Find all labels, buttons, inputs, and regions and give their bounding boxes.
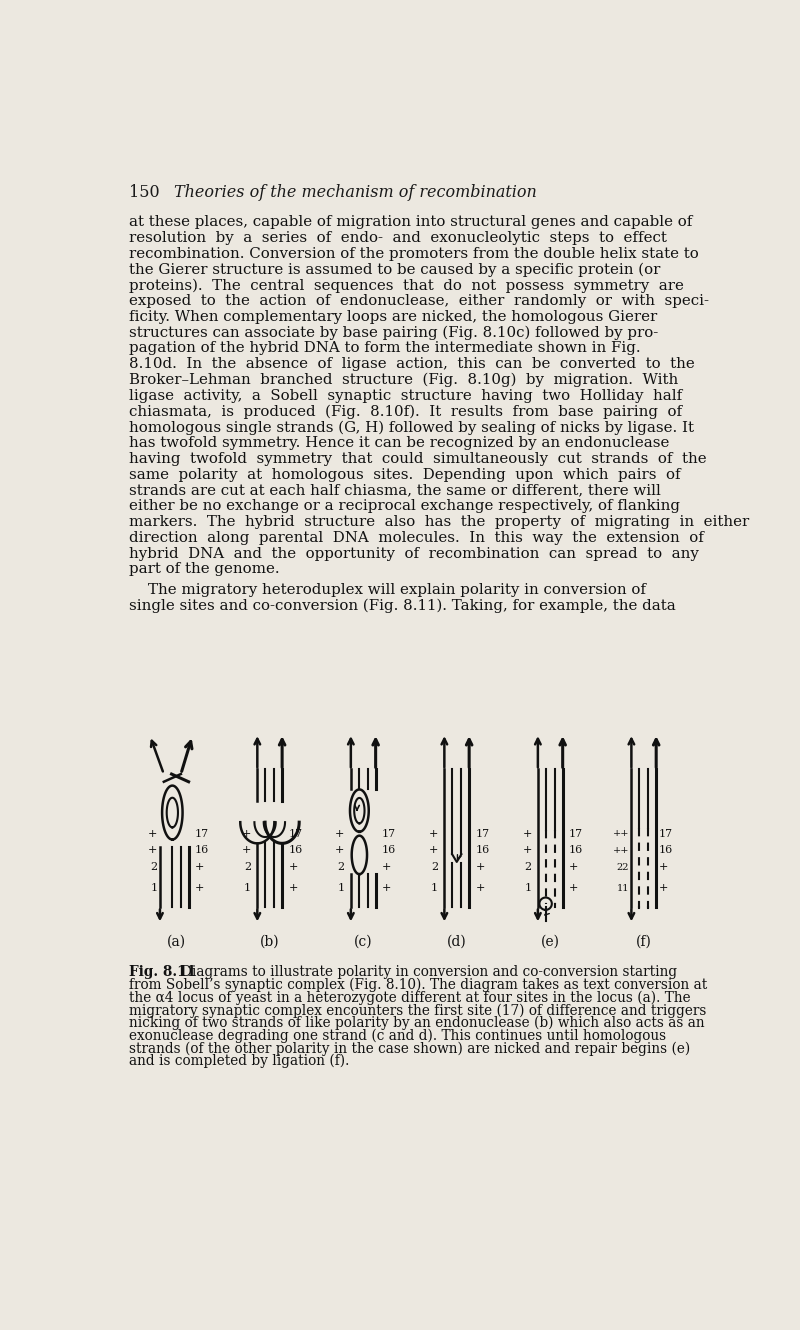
Text: (e): (e) <box>541 934 560 948</box>
Text: Broker–Lehman  branched  structure  (Fig.  8.10g)  by  migration.  With: Broker–Lehman branched structure (Fig. 8… <box>130 372 678 387</box>
Text: +: + <box>288 862 298 872</box>
Text: ligase  activity,  a  Sobell  synaptic  structure  having  two  Holliday  half: ligase activity, a Sobell synaptic struc… <box>130 388 682 403</box>
Text: +: + <box>429 829 438 839</box>
Text: has twofold symmetry. Hence it can be recognized by an endonuclease: has twofold symmetry. Hence it can be re… <box>130 436 670 450</box>
Text: at these places, capable of migration into structural genes and capable of: at these places, capable of migration in… <box>130 215 693 229</box>
Text: Fig. 8.11: Fig. 8.11 <box>130 966 197 979</box>
Text: 17: 17 <box>288 829 302 839</box>
Text: +: + <box>242 829 251 839</box>
Text: pagation of the hybrid DNA to form the intermediate shown in Fig.: pagation of the hybrid DNA to form the i… <box>130 342 641 355</box>
Text: migratory synaptic complex encounters the first site (17) of difference and trig: migratory synaptic complex encounters th… <box>130 1003 707 1017</box>
Text: direction  along  parental  DNA  molecules.  In  this  way  the  extension  of: direction along parental DNA molecules. … <box>130 531 704 545</box>
Text: +: + <box>382 883 391 894</box>
Text: 17: 17 <box>382 829 396 839</box>
Text: (c): (c) <box>354 934 373 948</box>
Text: single sites and co-conversion (Fig. 8.11). Taking, for example, the data: single sites and co-conversion (Fig. 8.1… <box>130 598 676 613</box>
Text: having  twofold  symmetry  that  could  simultaneously  cut  strands  of  the: having twofold symmetry that could simul… <box>130 452 707 466</box>
Text: either be no exchange or a reciprocal exchange respectively, of flanking: either be no exchange or a reciprocal ex… <box>130 499 681 513</box>
Text: 1: 1 <box>338 883 345 894</box>
Text: Diagrams to illustrate polarity in conversion and co-conversion starting: Diagrams to illustrate polarity in conve… <box>181 966 677 979</box>
Text: the Gierer structure is assumed to be caused by a specific protein (or: the Gierer structure is assumed to be ca… <box>130 262 661 277</box>
Text: exonuclease degrading one strand (c and d). This continues until homologous: exonuclease degrading one strand (c and … <box>130 1028 666 1043</box>
Text: (f): (f) <box>636 934 652 948</box>
Text: 150: 150 <box>130 185 160 201</box>
Text: 22: 22 <box>617 863 629 871</box>
Text: 17: 17 <box>658 829 673 839</box>
Text: +: + <box>335 829 345 839</box>
Text: 16: 16 <box>382 846 396 855</box>
Text: +: + <box>475 862 485 872</box>
Text: +: + <box>522 829 532 839</box>
Text: 17: 17 <box>475 829 490 839</box>
Text: strands (of the other polarity in the case shown) are nicked and repair begins (: strands (of the other polarity in the ca… <box>130 1041 690 1056</box>
Text: +: + <box>195 883 204 894</box>
Text: recombination. Conversion of the promoters from the double helix state to: recombination. Conversion of the promote… <box>130 246 699 261</box>
Text: the α4 locus of yeast in a heterozygote different at four sites in the locus (a): the α4 locus of yeast in a heterozygote … <box>130 991 691 1005</box>
Text: 2: 2 <box>150 862 158 872</box>
Text: 11: 11 <box>617 884 629 892</box>
Text: +: + <box>382 862 391 872</box>
Text: ++: ++ <box>613 829 629 838</box>
Text: +: + <box>429 846 438 855</box>
Text: exposed  to  the  action  of  endonuclease,  either  randomly  or  with  speci-: exposed to the action of endonuclease, e… <box>130 294 710 309</box>
Text: 16: 16 <box>288 846 302 855</box>
Text: +: + <box>148 829 158 839</box>
Text: (d): (d) <box>447 934 466 948</box>
Text: +: + <box>569 862 578 872</box>
Text: strands are cut at each half chiasma, the same or different, there will: strands are cut at each half chiasma, th… <box>130 483 662 497</box>
Text: resolution  by  a  series  of  endo-  and  exonucleolytic  steps  to  effect: resolution by a series of endo- and exon… <box>130 231 667 245</box>
Text: Theories of the mechanism of recombination: Theories of the mechanism of recombinati… <box>174 185 536 201</box>
Text: proteins).  The  central  sequences  that  do  not  possess  symmetry  are: proteins). The central sequences that do… <box>130 278 684 293</box>
Text: +: + <box>148 846 158 855</box>
Text: +: + <box>522 846 532 855</box>
Text: 16: 16 <box>195 846 209 855</box>
Text: structures can associate by base pairing (Fig. 8.10c) followed by pro-: structures can associate by base pairing… <box>130 326 658 340</box>
Text: 1: 1 <box>150 883 158 894</box>
Text: ficity. When complementary loops are nicked, the homologous Gierer: ficity. When complementary loops are nic… <box>130 310 658 323</box>
Text: +: + <box>658 883 668 894</box>
Text: 2: 2 <box>525 862 532 872</box>
Text: 2: 2 <box>431 862 438 872</box>
Text: 1: 1 <box>244 883 251 894</box>
Text: part of the genome.: part of the genome. <box>130 563 280 576</box>
Text: and is completed by ligation (f).: and is completed by ligation (f). <box>130 1053 350 1068</box>
Text: hybrid  DNA  and  the  opportunity  of  recombination  can  spread  to  any: hybrid DNA and the opportunity of recomb… <box>130 547 699 560</box>
Text: +: + <box>242 846 251 855</box>
Text: nicking of two strands of like polarity by an endonuclease (b) which also acts a: nicking of two strands of like polarity … <box>130 1016 705 1031</box>
Text: +: + <box>475 883 485 894</box>
Text: 2: 2 <box>338 862 345 872</box>
Text: The migratory heteroduplex will explain polarity in conversion of: The migratory heteroduplex will explain … <box>130 583 646 597</box>
Text: same  polarity  at  homologous  sites.  Depending  upon  which  pairs  of: same polarity at homologous sites. Depen… <box>130 468 681 481</box>
Text: 16: 16 <box>658 846 673 855</box>
Text: chiasmata,  is  produced  (Fig.  8.10f).  It  results  from  base  pairing  of: chiasmata, is produced (Fig. 8.10f). It … <box>130 404 682 419</box>
Text: +: + <box>335 846 345 855</box>
Text: from Sobell’s synaptic complex (Fig. 8.10). The diagram takes as text conversion: from Sobell’s synaptic complex (Fig. 8.1… <box>130 978 708 992</box>
Text: homologous single strands (G, H) followed by sealing of nicks by ligase. It: homologous single strands (G, H) followe… <box>130 420 694 435</box>
Text: +: + <box>569 883 578 894</box>
Text: markers.  The  hybrid  structure  also  has  the  property  of  migrating  in  e: markers. The hybrid structure also has t… <box>130 515 750 529</box>
Text: 17: 17 <box>195 829 209 839</box>
Text: 1: 1 <box>525 883 532 894</box>
Text: 2: 2 <box>244 862 251 872</box>
Text: (a): (a) <box>166 934 186 948</box>
Text: 1: 1 <box>431 883 438 894</box>
Text: ++: ++ <box>613 846 629 855</box>
Text: 17: 17 <box>569 829 583 839</box>
Text: +: + <box>195 862 204 872</box>
Text: 16: 16 <box>569 846 583 855</box>
Text: (b): (b) <box>260 934 279 948</box>
Text: +: + <box>658 862 668 872</box>
Text: 8.10d.  In  the  absence  of  ligase  action,  this  can  be  converted  to  the: 8.10d. In the absence of ligase action, … <box>130 356 695 371</box>
Text: 16: 16 <box>475 846 490 855</box>
Text: +: + <box>288 883 298 894</box>
